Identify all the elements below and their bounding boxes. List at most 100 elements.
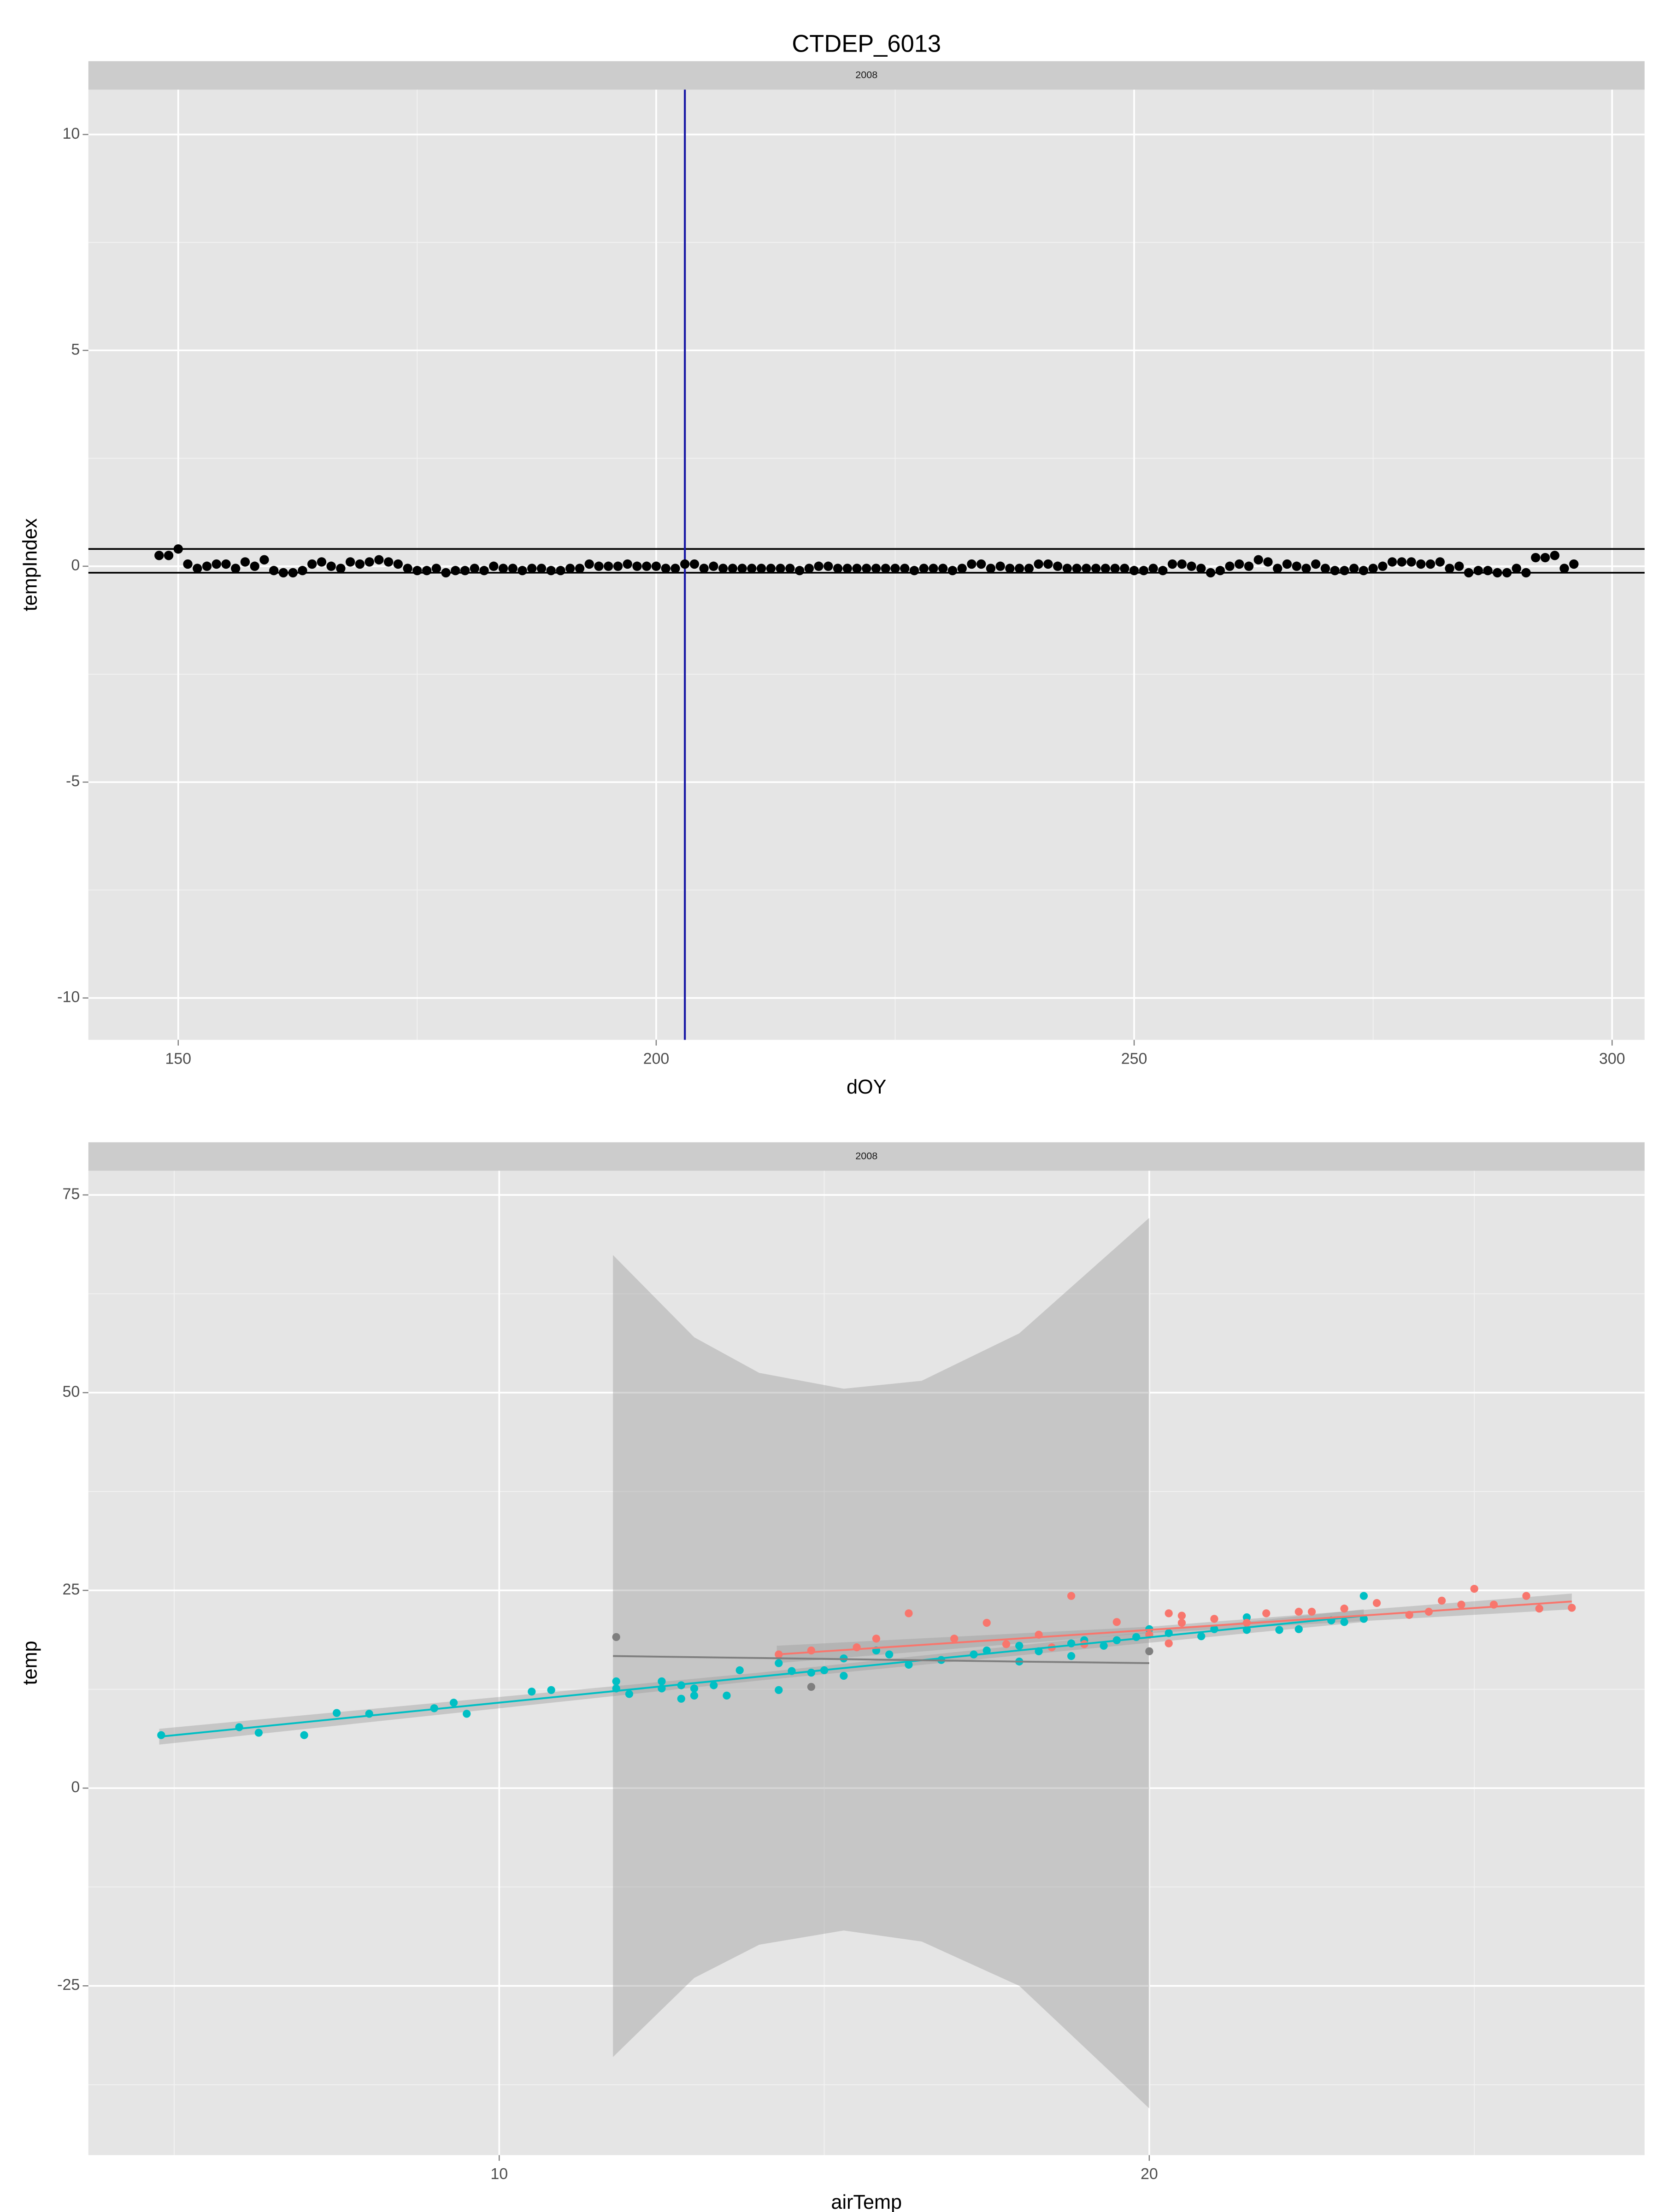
data-point [699,564,709,573]
data-point [1120,564,1130,573]
data-point [905,1609,913,1618]
data-point [254,1729,263,1737]
data-point [546,565,556,576]
data-point [269,565,279,576]
data-point [690,1691,699,1700]
x-tick-label: 200 [643,1050,670,1068]
data-point [833,564,843,573]
y-tick-label: -25 [57,1976,80,1994]
y-tick-label: -10 [57,988,80,1006]
data-point [1262,1609,1271,1618]
data-point [1457,1600,1465,1609]
data-point [1082,564,1091,573]
data-point [1215,565,1225,576]
data-point [157,1731,165,1739]
data-point [393,559,403,569]
data-point [259,555,269,565]
y-axis-title: temp [19,1641,41,1685]
data-point [919,564,929,573]
y-tick-label: 10 [62,125,80,142]
data-point [1397,557,1407,567]
data-point [623,559,632,569]
data-point [1145,1647,1153,1655]
data-point [658,1677,666,1686]
data-point [374,555,384,565]
data-point [1067,1592,1076,1600]
data-point [957,564,967,573]
data-point [947,565,958,576]
strip-label: 2008 [855,1150,877,1161]
data-point [1294,1625,1303,1633]
x-axis-title: dOY [847,1076,886,1098]
data-point [518,565,527,576]
data-point [735,1666,744,1675]
fit-line [613,1655,1149,1665]
data-point [1244,561,1254,571]
data-point [1464,568,1474,577]
data-point [775,1686,783,1694]
data-point [824,561,833,571]
data-point [1273,564,1282,573]
data-point [594,561,604,571]
data-point [1015,1641,1024,1650]
data-point [804,564,814,573]
data-point [890,564,900,573]
data-point [1196,564,1206,573]
data-point [1197,1632,1206,1641]
data-point [1034,559,1043,569]
data-point [728,564,738,573]
data-point [1307,1607,1316,1616]
data-point [1340,565,1349,576]
data-point [326,561,336,571]
data-point [332,1709,341,1717]
fit-line [159,1615,1364,1738]
data-point [1294,1607,1303,1616]
data-point [1470,1585,1478,1593]
data-point [710,1681,718,1689]
data-point [709,561,718,571]
data-point [300,1731,308,1739]
data-point [986,564,996,573]
data-point [1091,564,1101,573]
data-point [412,565,422,576]
data-point [463,1710,471,1718]
y-tick-label: 5 [71,341,80,358]
data-point [1165,1639,1173,1647]
data-point [1100,564,1111,573]
data-point [1522,1592,1530,1600]
strip-background [88,1142,1645,1171]
data-point [1550,551,1559,560]
data-point [1292,561,1301,571]
data-point [298,565,307,576]
data-point [807,1668,815,1677]
panel-background [88,1171,1645,2155]
data-point [1359,1592,1368,1600]
data-point [871,564,881,573]
data-point [766,564,776,573]
data-point [1002,1640,1011,1648]
data-point [909,565,919,576]
data-point [422,565,432,576]
data-point [460,565,470,576]
data-point [840,1671,848,1680]
data-point [950,1635,959,1643]
data-point [1024,564,1034,573]
data-point [1406,557,1416,567]
data-point [1062,564,1072,573]
strip-background [88,61,1645,90]
data-point [1225,561,1235,571]
data-point [1110,564,1120,573]
data-point [995,561,1005,571]
data-point [641,561,652,571]
data-point [1242,1613,1251,1622]
data-point [1416,559,1426,569]
data-point [967,559,977,569]
data-point [1014,564,1024,573]
data-point [1282,559,1292,569]
data-point [240,557,250,567]
data-point [383,557,394,567]
data-point [651,561,661,571]
data-point [776,564,785,573]
data-point [1454,561,1464,571]
